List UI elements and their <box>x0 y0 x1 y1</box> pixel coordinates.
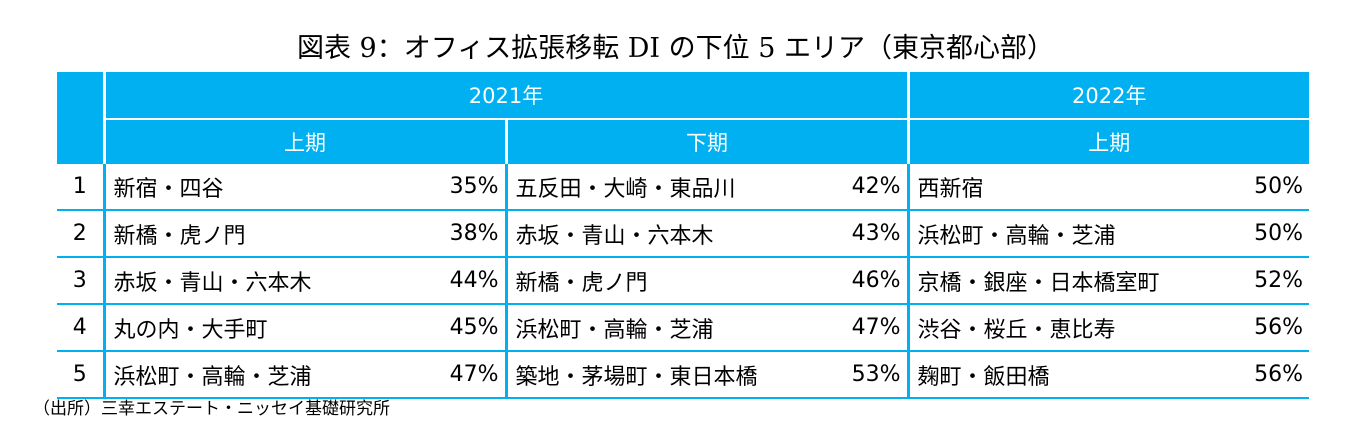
rank-cell: 5 <box>57 351 104 399</box>
area-name: 五反田・大崎・東品川 <box>515 176 736 202</box>
area-cell: 渋谷・桜丘・恵比寿 56% <box>906 304 1310 352</box>
area-name: 西新宿 <box>917 176 984 202</box>
area-percent: 44% <box>449 268 499 293</box>
area-cell: 赤坂・青山・六本木 44% <box>102 257 506 305</box>
area-percent: 45% <box>449 315 499 340</box>
area-cell: 新橋・虎ノ門 38% <box>102 210 506 258</box>
area-percent: 38% <box>449 221 499 246</box>
area-cell: 西新宿 50% <box>906 164 1310 211</box>
area-cell: 新宿・四谷 35% <box>102 164 506 211</box>
area-percent: 43% <box>851 221 901 246</box>
area-name: 麹町・飯田橋 <box>917 364 1050 390</box>
h1-2022-header: 上期 <box>906 119 1310 164</box>
area-cell: 麹町・飯田橋 56% <box>906 351 1310 399</box>
area-cell: 五反田・大崎・東品川 42% <box>504 164 909 211</box>
rank-cell: 1 <box>57 164 104 211</box>
rank-cell: 4 <box>57 304 104 352</box>
area-name: 渋谷・桜丘・恵比寿 <box>917 317 1116 343</box>
ranking-table: 2021年 2022年 上期 下期 上期 1 新宿・四谷 35% 五反田・大崎・東品川… <box>57 72 1310 399</box>
area-percent: 52% <box>1254 268 1304 293</box>
area-name: 丸の内・大手町 <box>113 317 268 343</box>
table-row: 5 浜松町・高輪・芝浦 47% 築地・茅場町・東日本橋 53% 麹町・飯田橋 56% <box>57 351 1310 399</box>
area-name: 新橋・虎ノ門 <box>113 223 246 249</box>
table-row: 1 新宿・四谷 35% 五反田・大崎・東品川 42% 西新宿 50% <box>57 164 1310 211</box>
area-name: 浜松町・高輪・芝浦 <box>113 364 312 390</box>
area-percent: 46% <box>851 268 901 293</box>
area-name: 京橋・銀座・日本橋室町 <box>917 270 1160 296</box>
area-name: 新橋・虎ノ門 <box>515 270 648 296</box>
area-percent: 56% <box>1254 315 1304 340</box>
area-percent: 50% <box>1254 221 1304 246</box>
table-row: 3 赤坂・青山・六本木 44% 新橋・虎ノ門 46% 京橋・銀座・日本橋室町 52% <box>57 257 1310 305</box>
area-percent: 56% <box>1254 362 1304 387</box>
area-name: 赤坂・青山・六本木 <box>515 223 714 249</box>
area-percent: 35% <box>449 174 499 199</box>
area-name: 築地・茅場町・東日本橋 <box>515 364 758 390</box>
h1-2021-header: 上期 <box>102 119 506 164</box>
rank-cell: 2 <box>57 210 104 258</box>
area-percent: 47% <box>851 315 901 340</box>
rank-header <box>57 72 104 164</box>
year-2021-header: 2021年 <box>102 72 909 120</box>
area-percent: 47% <box>449 362 499 387</box>
area-percent: 42% <box>851 174 901 199</box>
area-cell: 京橋・銀座・日本橋室町 52% <box>906 257 1310 305</box>
rank-cell: 3 <box>57 257 104 305</box>
area-cell: 赤坂・青山・六本木 43% <box>504 210 909 258</box>
area-cell: 浜松町・高輪・芝浦 50% <box>906 210 1310 258</box>
area-cell: 新橋・虎ノ門 46% <box>504 257 909 305</box>
h2-2021-header: 下期 <box>504 119 909 164</box>
year-2022-header: 2022年 <box>906 72 1310 120</box>
source-note: （出所）三幸エステート・ニッセイ基礎研究所 <box>33 399 390 419</box>
area-cell: 浜松町・高輪・芝浦 47% <box>504 304 909 352</box>
area-name: 新宿・四谷 <box>113 176 224 202</box>
area-cell: 丸の内・大手町 45% <box>102 304 506 352</box>
table-row: 4 丸の内・大手町 45% 浜松町・高輪・芝浦 47% 渋谷・桜丘・恵比寿 56% <box>57 304 1310 352</box>
area-name: 浜松町・高輪・芝浦 <box>515 317 714 343</box>
table-title: 図表 9：オフィス拡張移転 DI の下位 5 エリア（東京都心部） <box>296 33 1055 64</box>
area-name: 浜松町・高輪・芝浦 <box>917 223 1116 249</box>
area-percent: 50% <box>1254 174 1304 199</box>
area-cell: 築地・茅場町・東日本橋 53% <box>504 351 909 399</box>
table-row: 2 新橋・虎ノ門 38% 赤坂・青山・六本木 43% 浜松町・高輪・芝浦 50% <box>57 210 1310 258</box>
area-cell: 浜松町・高輪・芝浦 47% <box>102 351 506 399</box>
area-name: 赤坂・青山・六本木 <box>113 270 312 296</box>
area-percent: 53% <box>851 362 901 387</box>
